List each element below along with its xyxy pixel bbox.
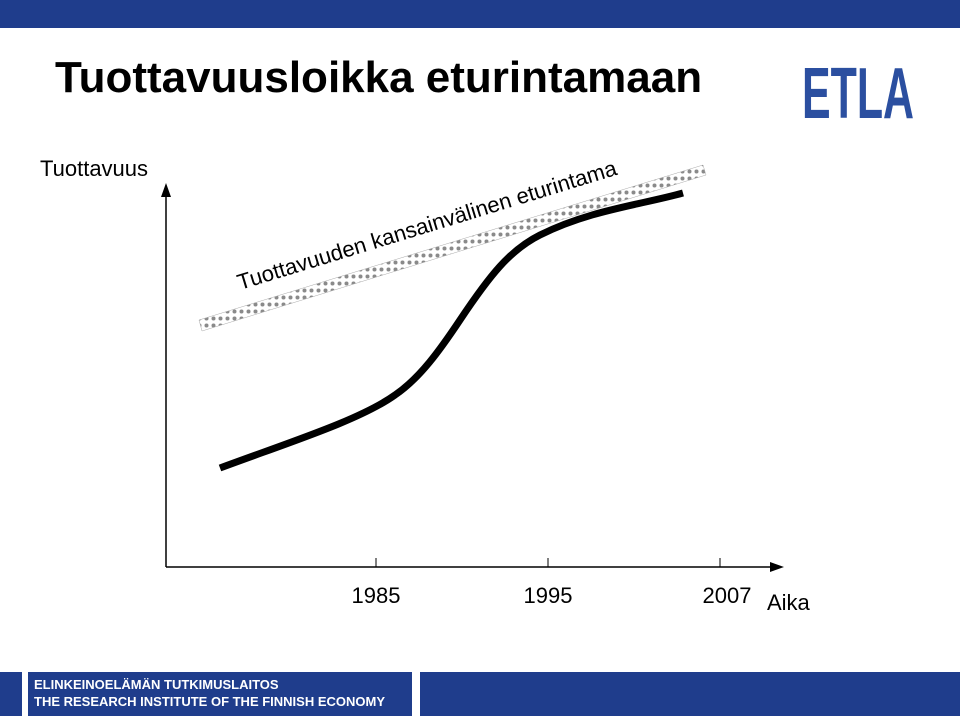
footer-block: [0, 672, 22, 716]
title: Tuottavuusloikka eturintamaan: [55, 53, 702, 102]
x-axis-label: Aika: [767, 590, 811, 615]
frontier-band: [198, 164, 707, 332]
footer-line: ELINKEINOELÄMÄN TUTKIMUSLAITOS: [34, 677, 279, 692]
y-axis-label: Tuottavuus: [40, 156, 148, 181]
top-bar: [0, 0, 960, 28]
x-label: 1985: [352, 583, 401, 608]
logo: ETLA: [802, 54, 914, 134]
x-label: 2007: [703, 583, 752, 608]
y-arrow: [161, 183, 171, 197]
footer-line: THE RESEARCH INSTITUTE OF THE FINNISH EC…: [34, 694, 385, 709]
x-arrow: [770, 562, 784, 572]
footer-bar: [28, 672, 412, 716]
x-label: 1995: [524, 583, 573, 608]
productivity-curve: [218, 189, 684, 472]
footer-bar: [420, 672, 960, 716]
